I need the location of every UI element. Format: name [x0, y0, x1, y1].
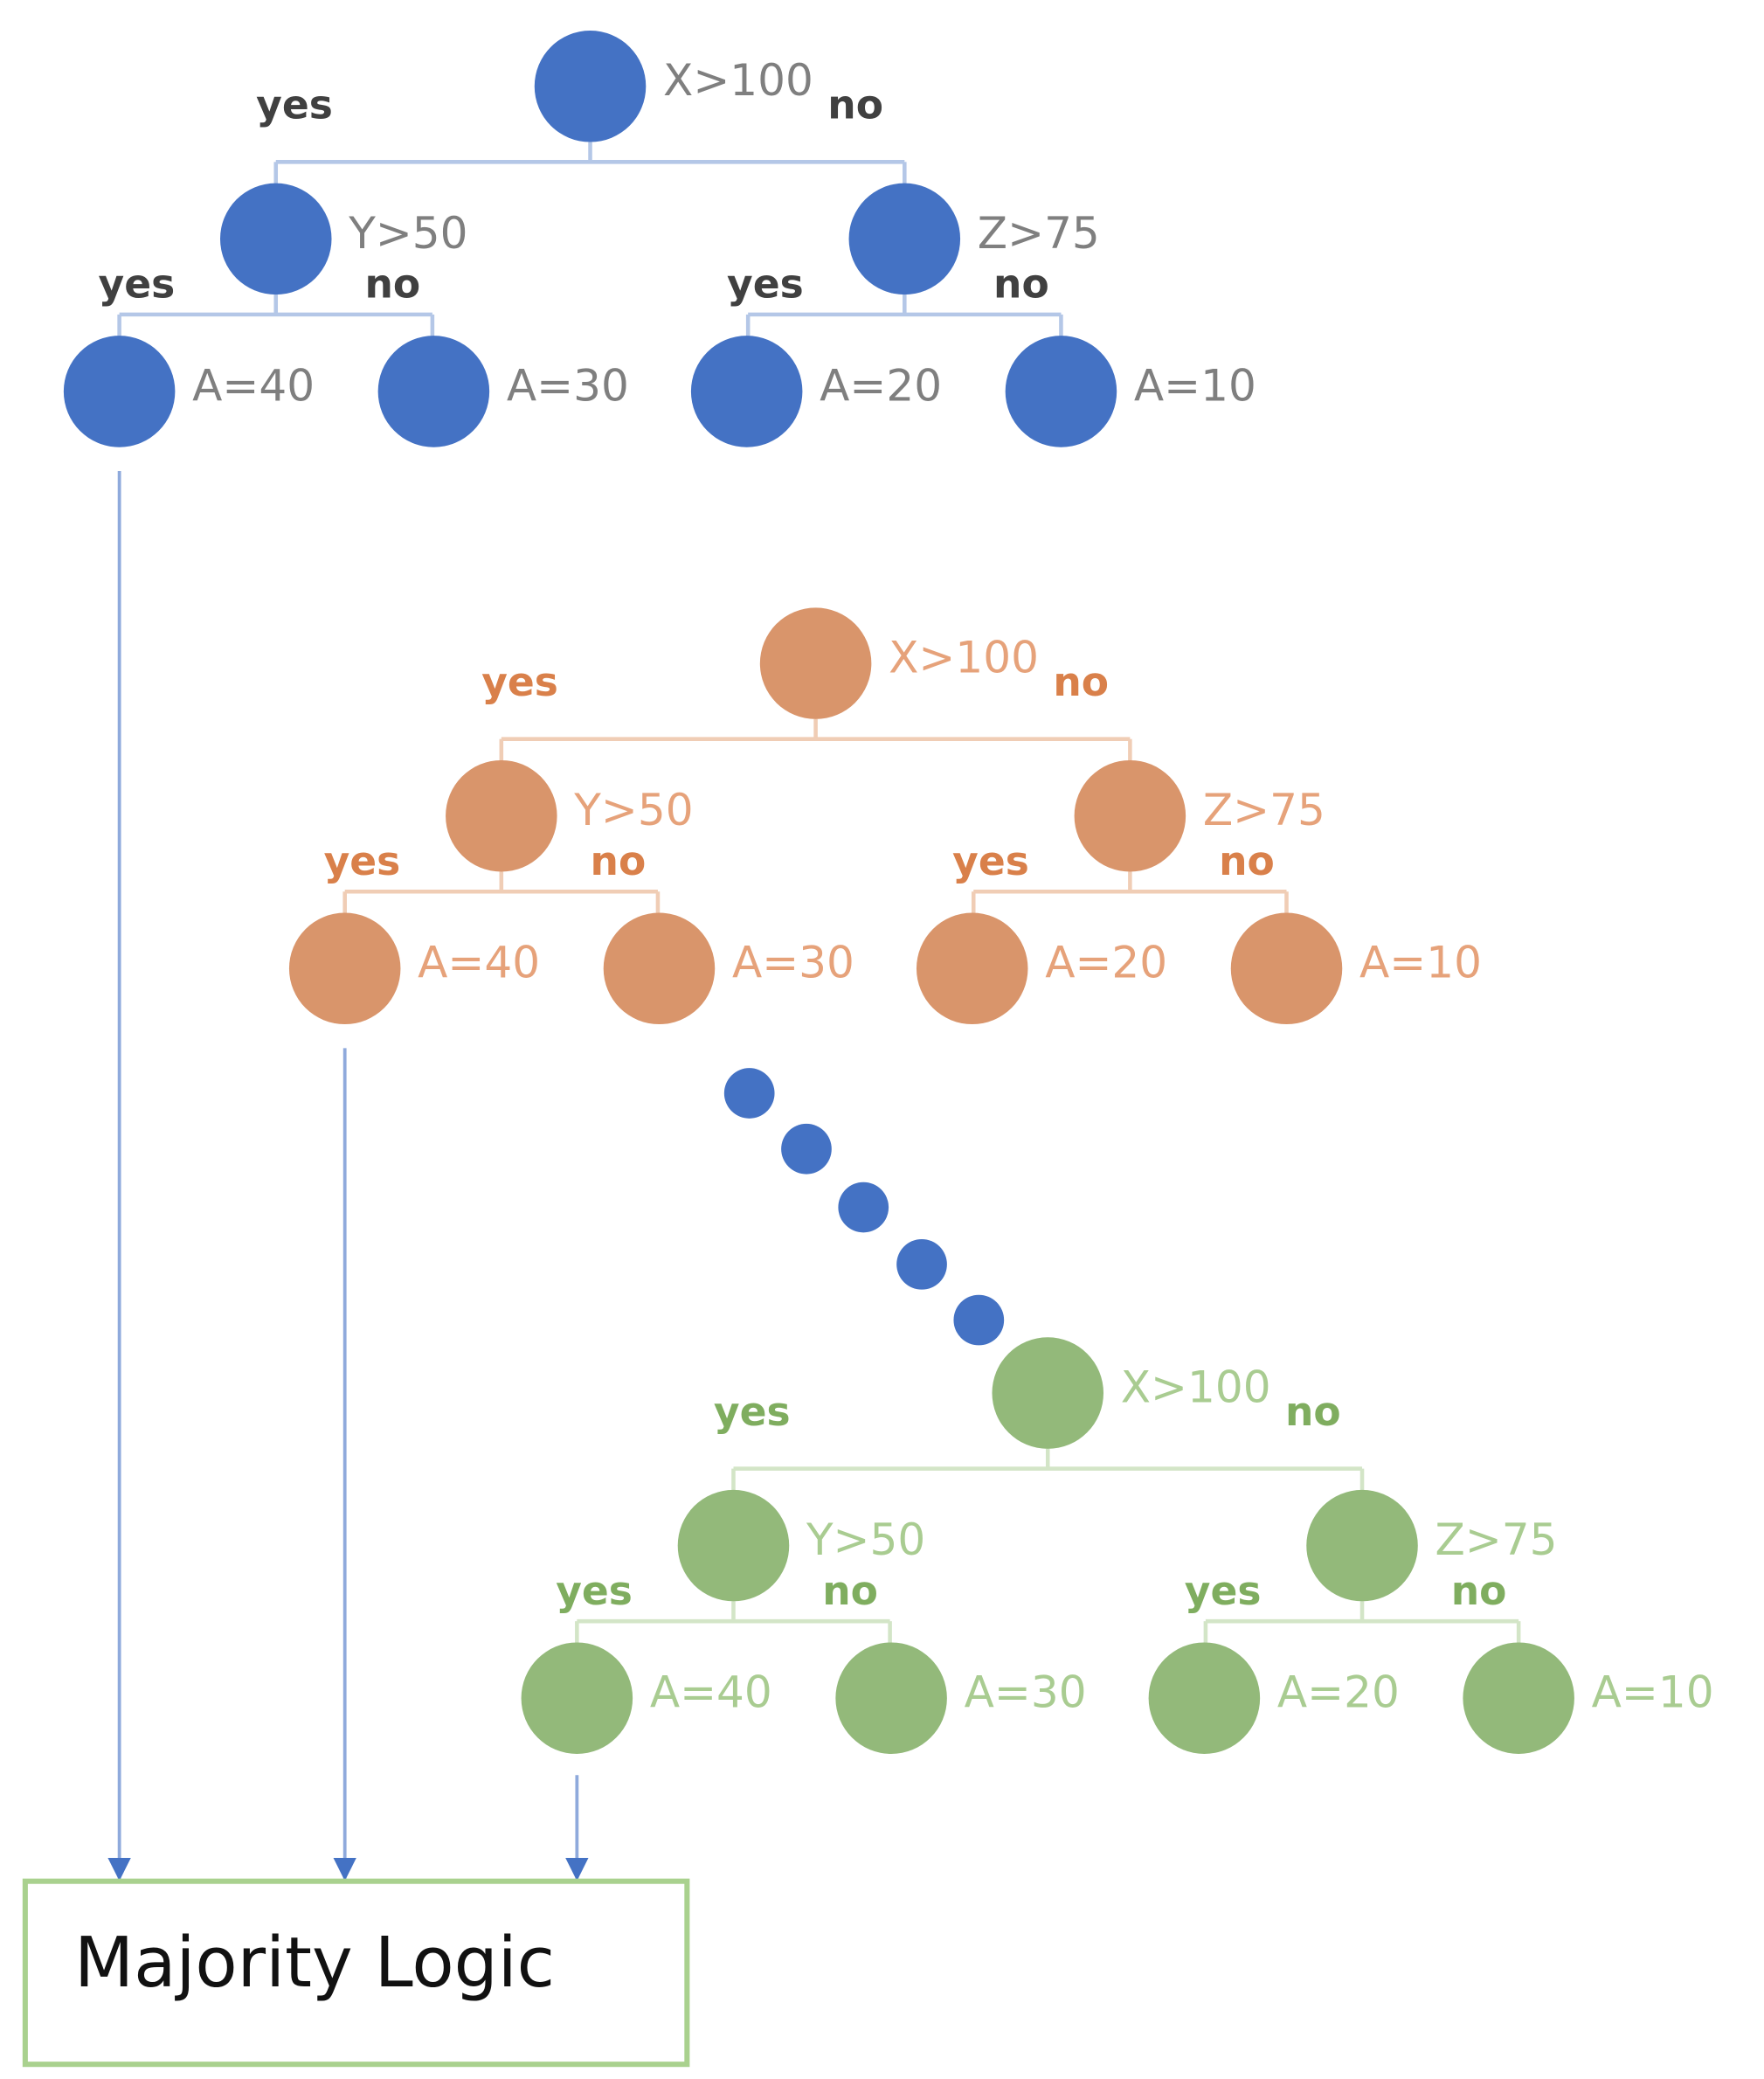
node — [1005, 336, 1117, 447]
node — [835, 1642, 947, 1754]
node-label: A=10 — [1592, 1667, 1714, 1718]
branch-label: no — [1219, 838, 1275, 884]
branch-label: yes — [952, 838, 1029, 884]
ellipsis-dots — [723, 1068, 1005, 1346]
node-label: X>100 — [663, 55, 813, 106]
node — [677, 1489, 790, 1602]
node — [1148, 1642, 1261, 1754]
node-label: X>100 — [1121, 1362, 1271, 1413]
branch-label: no — [822, 1568, 878, 1614]
branch-label: yes — [99, 261, 176, 308]
branch-label: yes — [727, 261, 804, 308]
node-label: A=40 — [192, 360, 315, 411]
branch-label: yes — [256, 82, 333, 128]
node-label: A=30 — [507, 360, 629, 411]
node-label: A=20 — [820, 360, 942, 411]
node-label: A=10 — [1359, 938, 1482, 988]
node — [1306, 1489, 1418, 1602]
branch-label: no — [1285, 1389, 1341, 1435]
branch-label: yes — [324, 838, 401, 884]
branch-label: no — [827, 82, 883, 128]
node-label: A=10 — [1134, 360, 1256, 411]
node — [219, 183, 332, 295]
node — [848, 183, 961, 295]
node — [521, 1642, 633, 1754]
branch-label: no — [993, 261, 1049, 308]
node — [377, 336, 490, 447]
node-label: A=30 — [732, 938, 854, 988]
node-label: Z>75 — [1435, 1514, 1558, 1565]
node — [916, 912, 1028, 1025]
branch-label: yes — [481, 659, 558, 705]
node-label: Z>75 — [978, 208, 1100, 259]
node — [759, 607, 872, 719]
node — [690, 336, 803, 447]
node — [1230, 912, 1343, 1025]
node-label: Y>50 — [573, 785, 693, 835]
branch-label: no — [364, 261, 420, 308]
node-label: X>100 — [889, 633, 1039, 683]
node-label: A=30 — [965, 1667, 1087, 1718]
branch-label: no — [1053, 659, 1109, 705]
branch-label: no — [1451, 1568, 1507, 1614]
node-label: Y>50 — [806, 1514, 925, 1565]
branch-label: yes — [1185, 1568, 1262, 1614]
node — [446, 759, 557, 872]
node — [603, 912, 716, 1025]
node-label: Z>75 — [1203, 785, 1325, 835]
node-label: A=40 — [418, 938, 540, 988]
branch-label: yes — [556, 1568, 633, 1614]
branch-label: no — [591, 838, 647, 884]
node-label: A=20 — [1045, 938, 1167, 988]
node-label: A=40 — [650, 1667, 772, 1718]
majority-logic-box — [22, 1878, 690, 2068]
majority-logic-label: Majority Logic — [74, 1923, 555, 2003]
node — [534, 31, 647, 142]
branch-label: yes — [714, 1389, 791, 1435]
node-label: Y>50 — [348, 208, 467, 259]
node — [63, 336, 176, 447]
node-label: A=20 — [1277, 1667, 1400, 1718]
node — [1463, 1642, 1574, 1754]
node — [1074, 759, 1186, 872]
node — [992, 1337, 1104, 1449]
node — [288, 912, 401, 1025]
